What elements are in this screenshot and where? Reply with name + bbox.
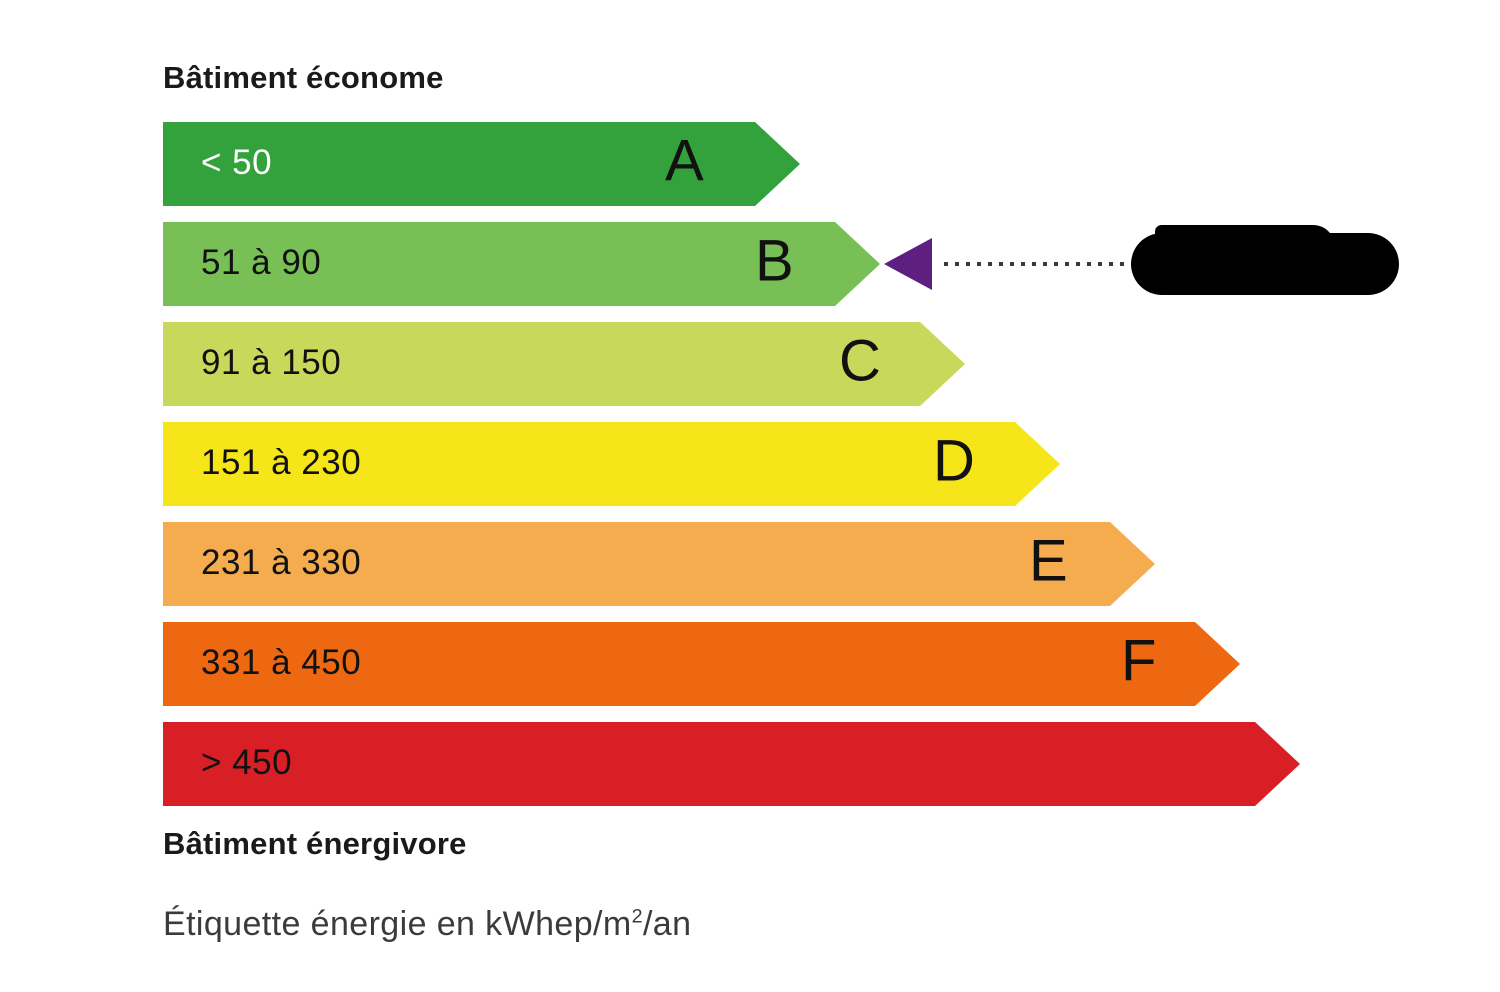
energy-class-bar-g: > 450	[163, 722, 1300, 806]
energy-class-bar-f: 331 à 450 F	[163, 622, 1240, 706]
energy-class-bar-d: 151 à 230 D	[163, 422, 1060, 506]
energy-class-bar-e: 231 à 330 E	[163, 522, 1155, 606]
unit-exponent: 2	[631, 905, 643, 928]
energy-class-bar-b: 51 à 90 B	[163, 222, 880, 306]
bar-arrow-shape	[163, 122, 800, 206]
caption-efficient-building: Bâtiment économe	[163, 60, 444, 95]
caption-energy-hungry-building: Bâtiment énergivore	[163, 826, 467, 861]
energy-class-bar-a: < 50 A	[163, 122, 800, 206]
energy-class-bar-c: 91 à 150 C	[163, 322, 965, 406]
bar-arrow-shape	[163, 322, 965, 406]
bar-arrow-shape	[163, 222, 880, 306]
unit-suffix: /an	[642, 905, 692, 943]
bar-arrow-shape	[163, 722, 1300, 806]
bar-arrow-shape	[163, 522, 1155, 606]
unit-prefix: Étiquette énergie en kWhep/m	[163, 905, 632, 943]
caption-unit-line: Étiquette énergie en kWhep/m2/an	[163, 905, 691, 944]
bar-arrow-shape	[163, 422, 1060, 506]
bar-arrow-shape	[163, 622, 1240, 706]
